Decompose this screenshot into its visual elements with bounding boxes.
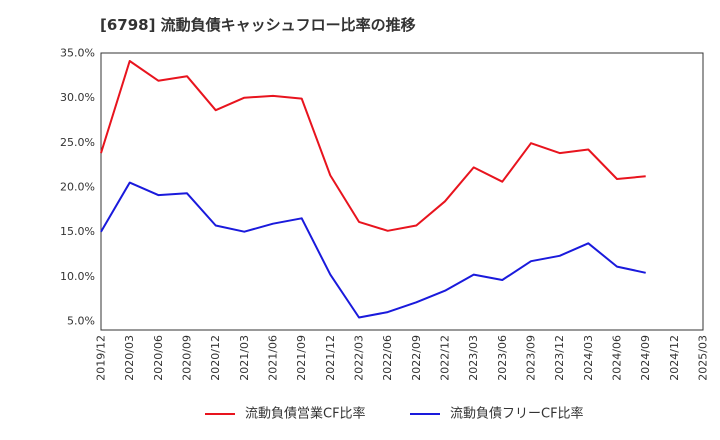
x-tick-label: 2020/03 — [123, 335, 136, 381]
x-tick-label: 2023/06 — [496, 335, 509, 381]
x-tick-label: 2020/12 — [209, 335, 222, 381]
x-tick-label: 2024/03 — [582, 335, 595, 381]
x-tick-label: 2025/03 — [697, 335, 710, 381]
x-tick-label: 2020/06 — [152, 335, 165, 381]
x-tick-label: 2022/03 — [353, 335, 366, 381]
x-tick-label: 2021/12 — [324, 335, 337, 381]
axes: 2019/12 2020/03 2020/06 2020/09 2020/12 2021/… — [60, 47, 709, 381]
y-tick-label: 5.0% — [67, 315, 95, 328]
legend-label-2: 流動負債フリーCF比率 — [450, 406, 584, 422]
x-tick-label: 2022/12 — [439, 335, 452, 381]
series-line-2 — [100, 181, 646, 319]
x-tick-label: 2024/09 — [639, 335, 652, 381]
series — [100, 60, 646, 319]
y-tick-label: 15.0% — [60, 225, 95, 238]
y-tick-label: 35.0% — [60, 47, 95, 60]
y-tick-label: 20.0% — [60, 181, 95, 194]
x-tick-label: 2021/09 — [295, 335, 308, 381]
x-tick-label: 2024/06 — [611, 335, 624, 381]
y-tick-label: 25.0% — [60, 136, 95, 149]
legend: 流動負債営業CF比率 流動負債フリーCF比率 — [205, 406, 584, 422]
x-tick-label: 2023/03 — [467, 335, 480, 381]
legend-label-1: 流動負債営業CF比率 — [245, 406, 366, 422]
y-tick-label: 10.0% — [60, 270, 95, 283]
x-tick-label: 2022/09 — [410, 335, 423, 381]
y-tick-label: 30.0% — [60, 91, 95, 104]
series-line-1 — [100, 60, 646, 232]
x-tick-label: 2020/09 — [181, 335, 194, 381]
plot-frame — [100, 52, 704, 331]
x-tick-label: 2019/12 — [95, 335, 108, 381]
x-tick-label: 2024/12 — [668, 335, 681, 381]
x-tick-label: 2021/06 — [267, 335, 280, 381]
chart-title: [6798] 流動負債キャッシュフロー比率の推移 — [100, 16, 416, 34]
x-tick-label: 2023/12 — [553, 335, 566, 381]
x-tick-label: 2021/03 — [238, 335, 251, 381]
x-tick-label: 2022/06 — [381, 335, 394, 381]
x-tick-label: 2023/09 — [525, 335, 538, 381]
